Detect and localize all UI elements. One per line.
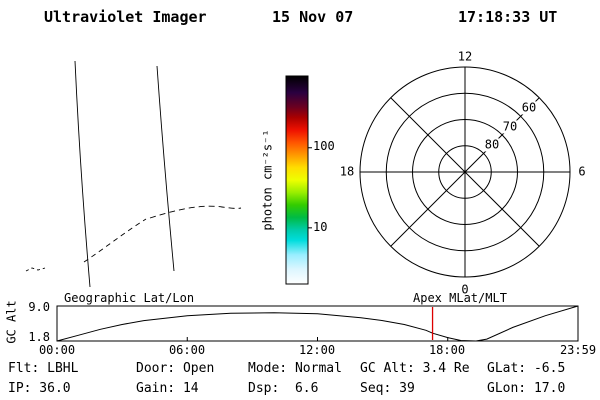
- status-mode: Mode: Normal: [248, 361, 342, 376]
- mlt-label-12: 12: [457, 49, 473, 64]
- gc-alt-axis-label: GC Alt: [4, 300, 19, 344]
- status-seq: Seq: 39: [360, 381, 415, 396]
- strip-title-apex: Apex MLat/MLT: [413, 291, 507, 305]
- geo-grid-line: [156, 65, 175, 272]
- mlat-ring-label-60: 60: [520, 100, 538, 115]
- mlt-spoke: [464, 171, 540, 247]
- app-title: Ultraviolet Imager: [44, 8, 207, 26]
- time-tick-1200: 12:00: [298, 343, 336, 357]
- mlat-ring-label-70: 70: [501, 119, 519, 134]
- geo-grid-line: [83, 218, 147, 263]
- mlt-label-6: 6: [578, 164, 586, 179]
- status-dsp: Dsp: 6.6: [248, 381, 319, 396]
- status-gain: Gain: 14: [136, 381, 199, 396]
- date-display: 15 Nov 07: [272, 8, 354, 26]
- status-glat: GLat: -6.5: [487, 361, 566, 376]
- colorbar-axis-label: photon cm⁻²s⁻¹: [260, 129, 275, 231]
- colorbar: [285, 75, 309, 285]
- status-door: Door: Open: [136, 361, 215, 376]
- mlt-label-18: 18: [339, 164, 355, 179]
- status-glon: GLon: 17.0: [487, 381, 566, 396]
- geo-grid-line: [25, 267, 46, 272]
- geo-grid-line: [74, 60, 91, 288]
- gc-alt-frame: [56, 305, 579, 342]
- time-tick-1800: 18:00: [428, 343, 466, 357]
- mlt-spoke: [390, 171, 466, 247]
- gc-alt-ytick-top: 9.0: [28, 300, 50, 314]
- status-ip: IP: 36.0: [8, 381, 71, 396]
- colorbar-tick-label-100: 100: [313, 139, 335, 153]
- gc-alt-curve: [56, 305, 579, 342]
- mlat-ring-label-80: 80: [483, 137, 501, 152]
- status-gc-alt: GC Alt: 3.4 Re: [360, 361, 470, 376]
- time-tick-0600: 06:00: [168, 343, 206, 357]
- time-tick-0000: 00:00: [38, 343, 76, 357]
- time-tick-2359: 23:59: [559, 343, 597, 357]
- mlt-label-0: 0: [461, 282, 469, 297]
- time-display: 17:18:33 UT: [458, 8, 558, 26]
- colorbar-tick-label-10: 10: [313, 220, 328, 234]
- strip-title-geographic: Geographic Lat/Lon: [64, 291, 195, 305]
- status-filter: Flt: LBHL: [8, 361, 79, 376]
- gc-alt-ytick-bottom: 1.8: [28, 330, 50, 344]
- geo-grid-line: [149, 205, 242, 219]
- mlt-spoke: [390, 97, 466, 173]
